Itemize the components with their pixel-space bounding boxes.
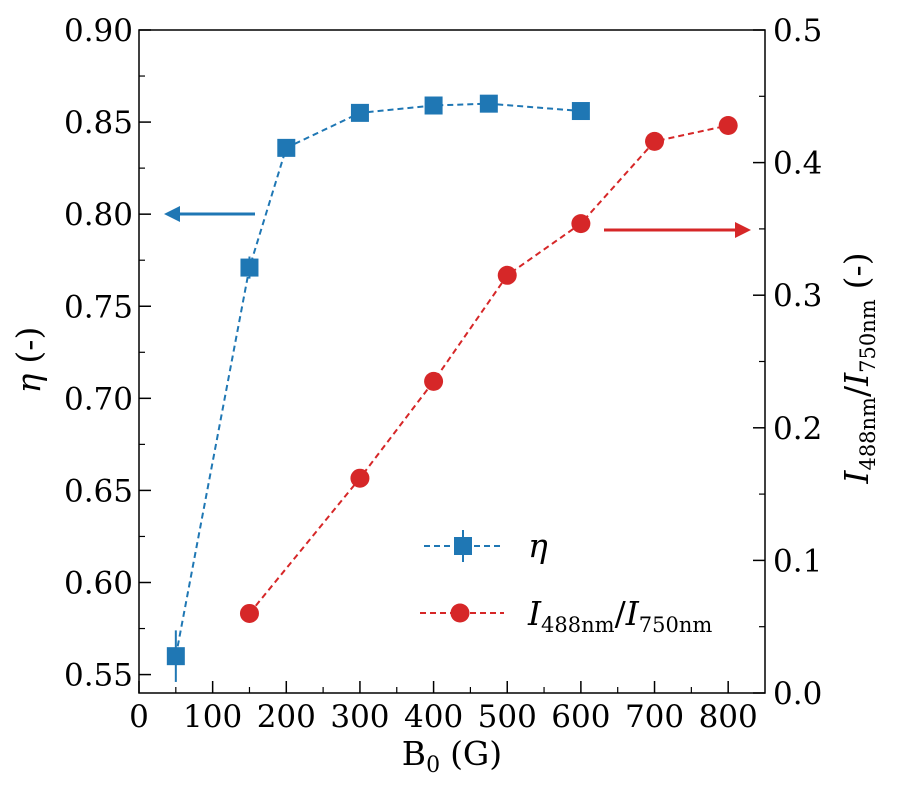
data-point-circle bbox=[718, 115, 738, 135]
x-axis-title-unit: (G) bbox=[450, 734, 502, 773]
y-left-axis-title-symbol: η bbox=[9, 373, 48, 393]
series-line-1 bbox=[248, 124, 729, 615]
data-point-square bbox=[350, 103, 369, 122]
data-point-circle bbox=[497, 265, 517, 285]
x-tick-label: 300 bbox=[330, 699, 389, 735]
series-layer bbox=[166, 94, 738, 682]
y-right-axis-title-unit: (-) bbox=[837, 252, 876, 289]
y-right-axis-title: I488nm/I750nm(-) bbox=[837, 252, 880, 484]
left-axis-arrow bbox=[164, 206, 255, 222]
data-point-square bbox=[277, 138, 296, 157]
y-left-tick-label: 0.85 bbox=[64, 105, 133, 141]
plot-frame bbox=[138, 29, 766, 694]
y-left-tick-label: 0.90 bbox=[64, 13, 133, 49]
y-right-tick-label: 0.0 bbox=[773, 676, 822, 712]
data-point-circle bbox=[424, 371, 444, 391]
legend-entry-ratio: I488nm/I750nm bbox=[420, 594, 712, 637]
x-tick-label: 0 bbox=[129, 699, 149, 735]
x-axis-title-sub: 0 bbox=[426, 753, 440, 778]
y-left-tick-label: 0.70 bbox=[64, 381, 133, 417]
x-tick-label: 100 bbox=[183, 699, 242, 735]
data-point-square bbox=[166, 647, 185, 666]
x-tick-label: 500 bbox=[478, 699, 537, 735]
data-point-square bbox=[571, 102, 590, 121]
y-right-axis-title-slash: / bbox=[837, 385, 876, 397]
data-point-circle bbox=[571, 214, 591, 234]
y-right-axis-title-sub1: 488nm bbox=[856, 397, 880, 471]
y-right-tick-label: 0.5 bbox=[773, 13, 822, 49]
legend-label-eta: η bbox=[528, 526, 548, 565]
data-point-circle bbox=[645, 131, 665, 151]
legend: η I488nm/I750nm bbox=[420, 526, 712, 637]
right-axis-arrow bbox=[604, 222, 751, 238]
x-tick-label: 700 bbox=[625, 699, 684, 735]
x-axis-title-base: B bbox=[402, 734, 426, 773]
legend-entry-eta: η bbox=[424, 526, 548, 565]
y-right-axis-title-I1: I bbox=[837, 470, 876, 485]
y-left-tick-label: 0.80 bbox=[64, 197, 133, 233]
y-right-axis-title-I2: I bbox=[837, 372, 876, 387]
series-line-0 bbox=[174, 102, 581, 657]
data-point-square bbox=[479, 94, 498, 113]
y-left-tick-label: 0.75 bbox=[64, 289, 133, 325]
data-point-square bbox=[240, 258, 259, 277]
x-axis-title: B0 (G) bbox=[402, 734, 502, 778]
data-point-circle bbox=[239, 603, 259, 623]
x-tick-label: 800 bbox=[699, 699, 758, 735]
y-left-tick-label: 0.55 bbox=[64, 658, 133, 694]
y-right-tick-label: 0.2 bbox=[773, 411, 822, 447]
y-right-axis-title-sub2: 750nm bbox=[856, 299, 880, 373]
data-point-square bbox=[424, 96, 443, 115]
x-tick-label: 600 bbox=[551, 699, 610, 735]
x-tick-label: 400 bbox=[404, 699, 463, 735]
y-right-tick-label: 0.1 bbox=[773, 543, 822, 579]
legend-label-ratio: I488nm/I750nm bbox=[527, 594, 712, 637]
data-point-circle bbox=[350, 468, 370, 488]
y-left-tick-label: 0.65 bbox=[64, 473, 133, 509]
y-left-tick-label: 0.60 bbox=[64, 566, 133, 602]
ticks-layer: 0 100 200 300 400 500 600 700 800 0.55 0.60 0.65 0.7… bbox=[64, 13, 822, 735]
y-right-tick-label: 0.4 bbox=[773, 146, 822, 182]
y-left-axis-title-unit: (-) bbox=[9, 327, 48, 364]
y-left-axis-title: η (-) bbox=[9, 327, 48, 394]
x-tick-label: 200 bbox=[257, 699, 316, 735]
y-right-tick-label: 0.3 bbox=[773, 278, 822, 314]
